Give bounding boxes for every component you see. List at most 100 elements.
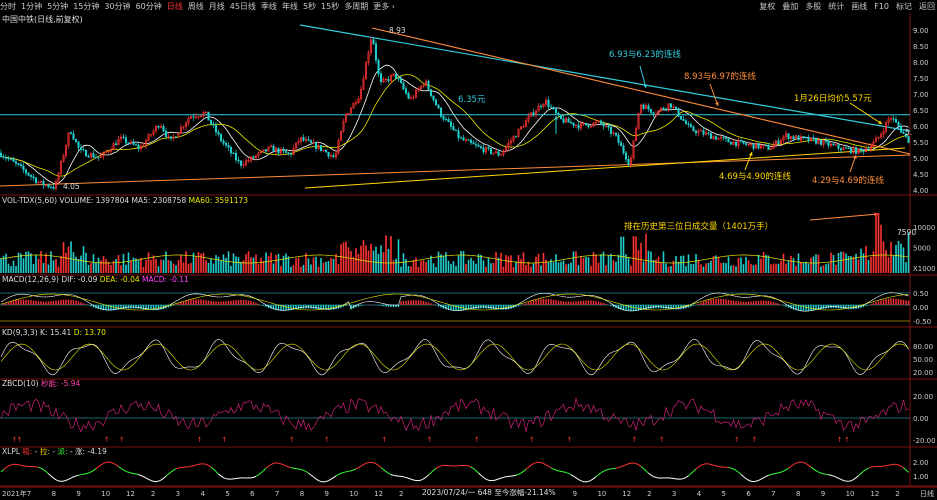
xlpl-segment bbox=[600, 470, 604, 474]
tool-7[interactable]: 返回 bbox=[919, 2, 935, 11]
timeframe-1[interactable]: 1分钟 bbox=[21, 2, 43, 11]
volume-bar bbox=[267, 256, 270, 273]
candle-body bbox=[567, 118, 570, 123]
volume-bar bbox=[297, 257, 300, 273]
timeframe-13[interactable]: 15秒 bbox=[321, 2, 340, 11]
timeframe-6[interactable]: 日线 bbox=[166, 2, 183, 11]
arrow-line3-head bbox=[878, 120, 882, 124]
volume-bar bbox=[827, 263, 830, 273]
tool-1[interactable]: 叠加 bbox=[782, 2, 799, 11]
timeframe-4[interactable]: 30分钟 bbox=[104, 2, 131, 11]
timeframe-3[interactable]: 15分钟 bbox=[73, 2, 100, 11]
candle-body bbox=[859, 148, 863, 151]
volume-bar bbox=[530, 266, 532, 273]
candle-body bbox=[694, 130, 698, 134]
volume-bar bbox=[375, 246, 377, 273]
volume-bar bbox=[822, 265, 825, 273]
volume-bar bbox=[212, 263, 215, 273]
candle-body bbox=[292, 148, 295, 155]
volume-bar bbox=[255, 254, 257, 273]
volume-bar bbox=[890, 241, 892, 273]
x-tick: 4 bbox=[697, 490, 702, 498]
volume-bar bbox=[185, 251, 187, 273]
candle-body bbox=[132, 141, 135, 145]
volume-bar bbox=[20, 253, 22, 273]
volume-bar bbox=[265, 252, 267, 273]
trend-lines bbox=[0, 24, 911, 221]
candle-body bbox=[847, 147, 850, 150]
volume-bar bbox=[112, 260, 115, 273]
volume-bar bbox=[247, 251, 250, 273]
volume-bar bbox=[250, 257, 252, 273]
timeframe-8[interactable]: 月线 bbox=[208, 2, 225, 11]
volume-bar bbox=[450, 263, 452, 273]
candle-body bbox=[199, 115, 203, 117]
xlpl-segment bbox=[428, 472, 432, 476]
xlpl-segment bbox=[345, 470, 349, 473]
volume-bar bbox=[262, 260, 265, 273]
candle-body bbox=[482, 147, 485, 153]
tool-3[interactable]: 统计 bbox=[828, 2, 845, 11]
volume-bar bbox=[542, 252, 545, 273]
xlpl-segment bbox=[575, 477, 579, 480]
xlpl-segment bbox=[748, 479, 752, 482]
xlpl-segment bbox=[210, 466, 214, 470]
volume-bar bbox=[310, 264, 312, 273]
tool-2[interactable]: 多股 bbox=[805, 2, 822, 11]
xlpl-segment bbox=[335, 474, 339, 477]
xlpl-segment bbox=[898, 464, 902, 467]
xlpl-segment bbox=[253, 475, 257, 478]
arrow-line1 bbox=[639, 65, 647, 89]
candle-body bbox=[322, 149, 325, 151]
volume-bar bbox=[622, 236, 625, 273]
candle-body bbox=[877, 136, 880, 139]
volume-bar bbox=[237, 257, 240, 273]
volume-bar bbox=[627, 257, 630, 273]
volume-bar bbox=[75, 256, 77, 273]
xlpl-segment bbox=[165, 473, 169, 477]
candle-body bbox=[697, 130, 700, 134]
timeframe-12[interactable]: 5秒 bbox=[302, 2, 317, 11]
volume-bar bbox=[850, 256, 852, 273]
candle-body bbox=[519, 126, 523, 130]
xlpl-segment bbox=[593, 476, 597, 480]
timeframe-10[interactable]: 季线 bbox=[260, 2, 277, 11]
volume-bar bbox=[505, 255, 507, 273]
tool-5[interactable]: F10 bbox=[874, 2, 889, 11]
timeframe-14[interactable]: 多周期 bbox=[344, 2, 369, 11]
timeframe-5[interactable]: 60分钟 bbox=[135, 2, 162, 11]
timeframe-9[interactable]: 45日线 bbox=[229, 2, 256, 11]
timeframe-2[interactable]: 5分钟 bbox=[47, 2, 69, 11]
volume-bar bbox=[7, 263, 10, 273]
volume-bar bbox=[72, 252, 75, 273]
candle-body bbox=[669, 103, 673, 108]
xlpl-segment bbox=[715, 465, 719, 467]
candle-body bbox=[229, 147, 233, 154]
timeframe-7[interactable]: 周线 bbox=[187, 2, 204, 11]
candle-body bbox=[649, 109, 653, 113]
xlpl-segment bbox=[333, 475, 337, 478]
candle-body bbox=[194, 116, 198, 118]
candle-body bbox=[429, 89, 433, 97]
tool-6[interactable]: 标记 bbox=[896, 2, 912, 11]
timeframe-15[interactable]: 更多 › bbox=[373, 2, 395, 11]
volume-bar bbox=[137, 259, 140, 273]
volume-bar bbox=[232, 253, 235, 273]
candle-body bbox=[144, 140, 148, 146]
volume-bar bbox=[765, 255, 767, 273]
tool-0[interactable]: 复权 bbox=[759, 2, 776, 11]
tool-4[interactable]: 画线 bbox=[851, 2, 868, 11]
candle-body bbox=[892, 118, 895, 120]
timeframe-11[interactable]: 年线 bbox=[281, 2, 298, 11]
candle-body bbox=[507, 142, 510, 148]
volume-bar bbox=[860, 248, 862, 273]
timeframe-0[interactable]: 分时 bbox=[0, 2, 16, 11]
xlpl-segment bbox=[838, 477, 842, 480]
volume-bar bbox=[50, 251, 52, 273]
macd-tick: 0.50 bbox=[913, 290, 929, 298]
kd-tick: 80.00 bbox=[913, 343, 933, 351]
volume-bar bbox=[360, 245, 362, 273]
xlpl-segment bbox=[503, 476, 507, 478]
macd-tick: 0.00 bbox=[913, 304, 929, 312]
